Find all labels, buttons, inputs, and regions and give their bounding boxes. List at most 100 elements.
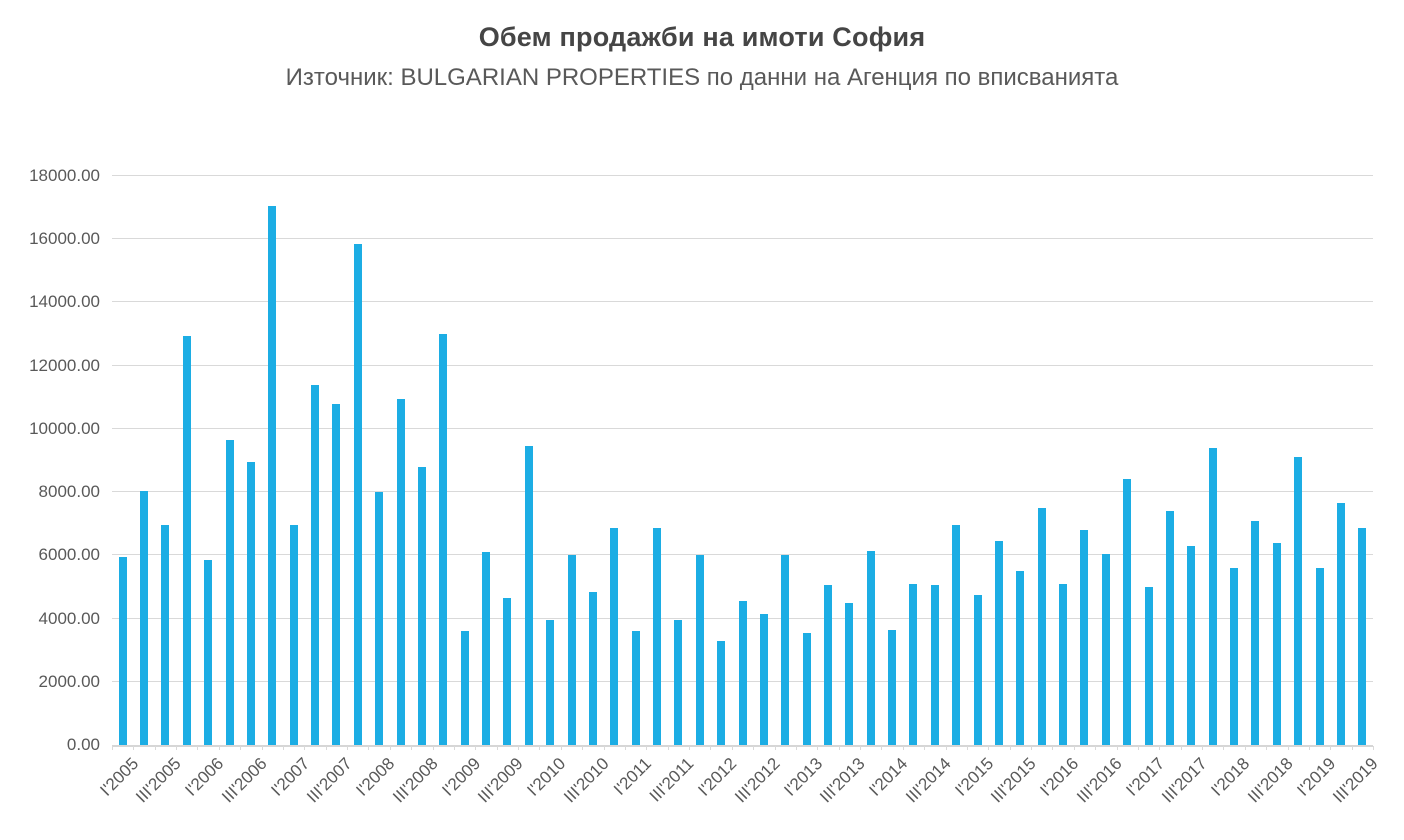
bar	[1059, 584, 1068, 745]
x-axis-tick	[1031, 746, 1032, 750]
x-axis-tick	[689, 746, 690, 750]
bar	[1165, 511, 1174, 745]
bar	[1101, 554, 1110, 745]
y-tick-label: 10000.00	[29, 418, 100, 438]
bar	[610, 528, 619, 745]
bar	[1016, 571, 1025, 745]
bar	[482, 552, 491, 745]
y-tick-label: 2000.00	[38, 671, 100, 691]
x-tick-label: III'2018	[1243, 754, 1297, 807]
x-axis-tick	[240, 746, 241, 750]
bar	[182, 336, 191, 745]
x-axis-tick	[1245, 746, 1246, 750]
bar	[375, 492, 384, 745]
bar	[1315, 568, 1324, 745]
x-axis-tick	[326, 746, 327, 750]
bar	[973, 595, 982, 745]
x-axis-tick	[1074, 746, 1075, 750]
bar	[1230, 568, 1239, 745]
bar	[439, 334, 448, 745]
x-axis-tick	[176, 746, 177, 750]
bar	[353, 244, 362, 745]
x-axis-tick	[1223, 746, 1224, 750]
x-axis-tick	[1095, 746, 1096, 750]
bar	[332, 404, 341, 745]
x-axis-tick	[1266, 746, 1267, 750]
x-axis-tick	[1138, 746, 1139, 750]
bar	[994, 541, 1003, 745]
x-axis-tick	[582, 746, 583, 750]
x-axis-tick	[924, 746, 925, 750]
bar	[1080, 530, 1089, 745]
bar	[567, 555, 576, 745]
bar	[396, 399, 405, 745]
bar	[738, 601, 747, 745]
chart-title: Обем продажби на имоти София	[478, 22, 926, 52]
bar	[888, 630, 897, 745]
x-tick-label: III'2007	[303, 754, 356, 807]
bar	[1272, 543, 1281, 745]
y-tick-label: 14000.00	[29, 292, 100, 312]
x-tick-label: III'2017	[1158, 754, 1211, 807]
bar	[1037, 508, 1046, 745]
x-axis-tick	[1052, 746, 1053, 750]
x-tick-label: III'2008	[388, 754, 442, 807]
plot-area: I'2005 III'2005 I'2006 III'2006 I'2007 III'20…	[96, 175, 1382, 806]
bar	[246, 462, 255, 745]
bar	[1144, 587, 1153, 745]
x-tick-label: III'2019	[1329, 754, 1382, 807]
x-axis-tick	[197, 746, 198, 750]
x-axis-tick	[839, 746, 840, 750]
x-axis-tick	[518, 746, 519, 750]
x-axis-tick	[262, 746, 263, 750]
x-axis-tick	[796, 746, 797, 750]
chart-subtitle: Източник: BULGARIAN PROPERTIES по данни …	[285, 64, 1119, 91]
x-axis-tick	[625, 746, 626, 750]
bar	[140, 491, 149, 745]
x-axis-tick	[967, 746, 968, 750]
x-tick-label: III'2014	[901, 754, 955, 807]
y-tick-label: 18000.00	[29, 166, 100, 185]
x-axis-tick	[368, 746, 369, 750]
x-axis-tick	[155, 746, 156, 750]
gridline	[112, 554, 1373, 556]
x-axis-tick	[497, 746, 498, 750]
bar	[417, 467, 426, 745]
x-tick-label: III'2010	[559, 754, 613, 807]
bar	[930, 585, 939, 745]
x-axis-tick	[1373, 746, 1374, 750]
bar	[1208, 448, 1217, 745]
bar	[909, 584, 918, 745]
bar	[503, 598, 512, 745]
bar	[952, 525, 961, 745]
x-axis-tick	[1288, 746, 1289, 750]
x-axis-tick	[561, 746, 562, 750]
x-axis-tick	[433, 746, 434, 750]
x-axis-tick	[903, 746, 904, 750]
x-axis-tick	[283, 746, 284, 750]
x-axis-tick	[817, 746, 818, 750]
y-tick-label: 12000.00	[29, 355, 100, 375]
bar	[1251, 521, 1260, 745]
bar	[118, 557, 127, 745]
bar	[695, 555, 704, 745]
x-axis-tick	[732, 746, 733, 750]
bar	[161, 525, 170, 745]
x-axis-tick	[390, 746, 391, 750]
bar	[204, 560, 213, 745]
x-axis-tick	[988, 746, 989, 750]
bar	[866, 551, 875, 745]
x-tick-label: III'2005	[132, 754, 185, 807]
y-tick-label: 8000.00	[38, 482, 100, 502]
y-tick-label: 6000.00	[38, 545, 100, 565]
x-tick-label: III'2012	[730, 754, 784, 807]
x-axis-tick	[1352, 746, 1353, 750]
x-axis-tick	[881, 746, 882, 750]
x-axis-tick	[604, 746, 605, 750]
x-axis-tick	[347, 746, 348, 750]
x-axis-tick	[133, 746, 134, 750]
bar	[225, 440, 234, 745]
gridline	[112, 364, 1373, 366]
bar	[845, 603, 854, 745]
bar	[1123, 479, 1132, 745]
